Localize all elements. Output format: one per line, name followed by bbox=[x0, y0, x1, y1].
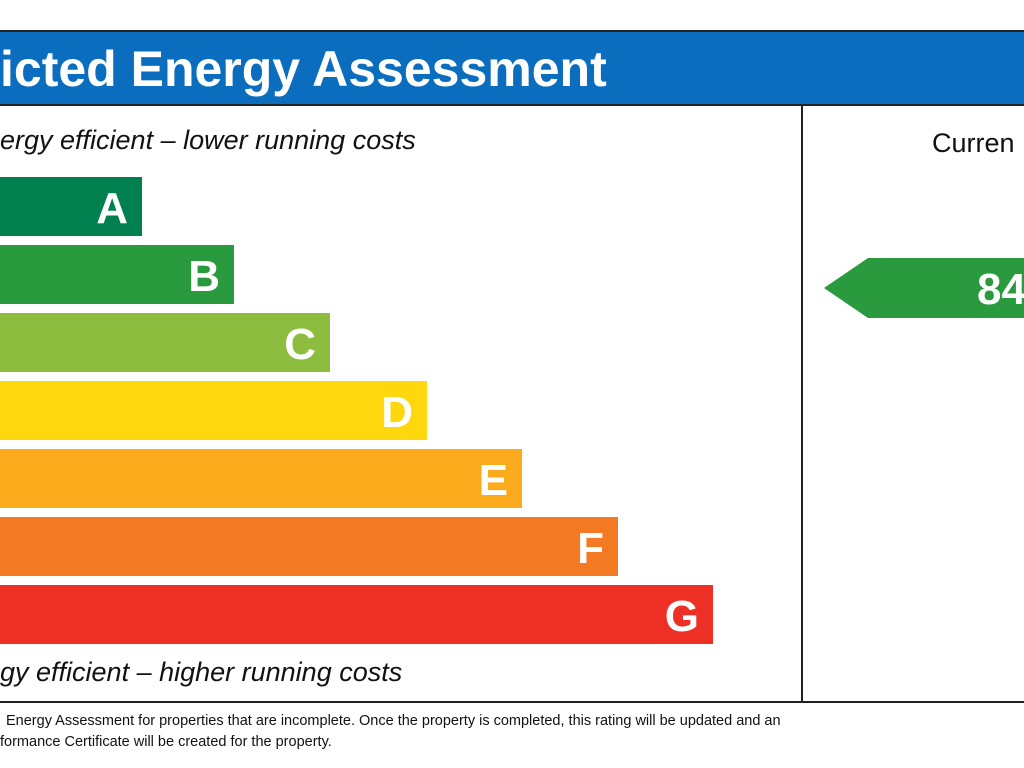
current-rating: 84 bbox=[977, 265, 1024, 314]
band-bar bbox=[0, 517, 618, 576]
header-bar bbox=[0, 32, 1024, 105]
footer-line: Energy Assessment for properties that ar… bbox=[6, 713, 781, 729]
efficiency-bottom: gy efficient – higher running costs bbox=[0, 657, 402, 687]
footer-line: formance Certificate will be created for… bbox=[0, 734, 332, 750]
band-bar bbox=[0, 313, 330, 372]
band-bar bbox=[0, 381, 427, 440]
band-letter: A bbox=[96, 184, 128, 233]
band-bar bbox=[0, 177, 142, 236]
band-letter: B bbox=[188, 252, 220, 301]
band-letter: D bbox=[381, 388, 413, 437]
current-label: Curren bbox=[932, 128, 1015, 158]
current-arrow bbox=[824, 258, 1024, 318]
band-letter: F bbox=[577, 524, 604, 573]
band-letter: C bbox=[284, 320, 316, 369]
band-bar bbox=[0, 585, 713, 644]
header-title: icted Energy Assessment bbox=[0, 41, 607, 97]
band-letter: G bbox=[665, 592, 699, 641]
band-bar bbox=[0, 449, 522, 508]
efficiency-top: ergy efficient – lower running costs bbox=[0, 125, 416, 155]
band-letter: E bbox=[479, 456, 508, 505]
band-bar bbox=[0, 245, 234, 304]
